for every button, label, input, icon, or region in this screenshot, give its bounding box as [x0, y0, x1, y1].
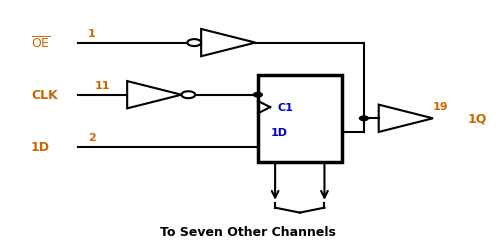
Text: 1D: 1D	[270, 128, 287, 138]
Text: To Seven Other Channels: To Seven Other Channels	[160, 225, 336, 238]
FancyBboxPatch shape	[258, 76, 342, 162]
Text: 19: 19	[433, 102, 448, 112]
Text: 2: 2	[88, 132, 95, 142]
Text: CLK: CLK	[31, 89, 58, 102]
Text: 1: 1	[88, 28, 95, 38]
Circle shape	[253, 93, 262, 98]
Text: 1D: 1D	[31, 141, 50, 154]
Text: C1: C1	[278, 103, 294, 113]
Text: 11: 11	[95, 80, 111, 90]
Text: $\overline{\rm OE}$: $\overline{\rm OE}$	[31, 36, 51, 51]
Circle shape	[360, 116, 369, 121]
Text: 1Q: 1Q	[468, 112, 487, 125]
